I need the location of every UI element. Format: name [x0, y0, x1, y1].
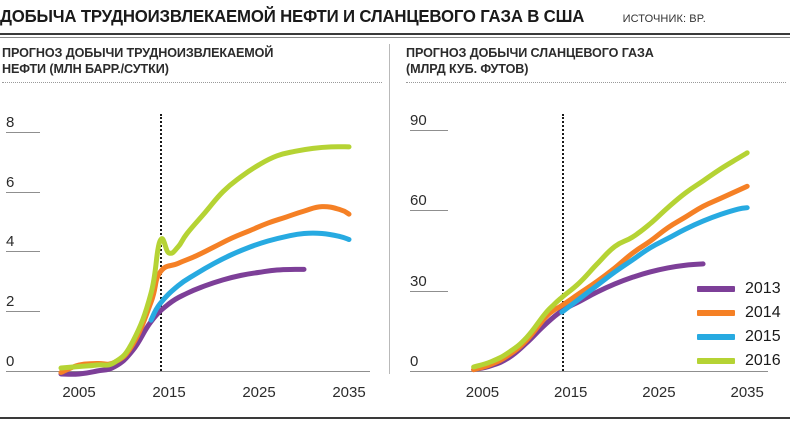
- series-line-2016: [58, 144, 352, 371]
- footer-rule: [0, 417, 790, 419]
- y-axis-label: 4: [6, 233, 15, 251]
- panel-gas-dotted-rule: [406, 82, 786, 84]
- y-axis-tick: [410, 130, 448, 132]
- x-axis-baseline: [6, 371, 370, 372]
- panel-divider: [389, 44, 390, 374]
- y-axis-label: 6: [6, 173, 15, 191]
- page-title: ДОБЫЧА ТРУДНОИЗВЛЕКАЕМОЙ НЕФТИ И СЛАНЦЕВ…: [0, 6, 585, 26]
- legend-item-2015[interactable]: 2015: [697, 325, 787, 349]
- header-rule-thick: [0, 33, 790, 35]
- legend-item-2013[interactable]: 2013: [697, 277, 787, 301]
- series-line-2013: [58, 266, 307, 377]
- legend-item-label: 2015: [745, 328, 781, 345]
- legend-item-label: 2013: [745, 280, 781, 297]
- panel-gas-title: ПРОГНОЗ ДОБЫЧИ СЛАНЦЕВОГО ГАЗА (МЛРД КУБ…: [406, 46, 654, 77]
- y-axis-tick: [6, 191, 40, 193]
- x-axis-label: 2015: [554, 384, 588, 401]
- legend-swatch-icon: [697, 286, 735, 292]
- chart-oil: 0 2 4 6 8 2005 2015 2025 2035: [0, 42, 388, 412]
- legend-item-label: 2016: [745, 352, 781, 369]
- legend-item-label: 2014: [745, 304, 781, 321]
- panel-oil-dotted-rule: [2, 82, 382, 84]
- y-axis-tick: [6, 311, 40, 313]
- series-canvas: [58, 144, 352, 377]
- y-axis-tick: [410, 290, 448, 292]
- header: ДОБЫЧА ТРУДНОИЗВЛЕКАЕМОЙ НЕФТИ И СЛАНЦЕВ…: [0, 6, 790, 32]
- panel-oil-title: ПРОГНОЗ ДОБЫЧИ ТРУДНОИЗВЛЕКАЕМОЙ НЕФТИ (…: [2, 46, 274, 77]
- series-line-2015: [559, 205, 750, 315]
- x-axis-label: 2005: [465, 384, 500, 401]
- series-line-2016: [471, 150, 750, 370]
- chart-gas: 0 30 60 90 2005 2015 2025 2035: [398, 42, 790, 412]
- x-axis-label: 2035: [332, 384, 366, 401]
- y-axis-label: 2: [6, 293, 15, 311]
- y-axis-label: 0: [6, 353, 15, 370]
- x-axis-label: 2025: [642, 384, 676, 401]
- y-axis-tick: [410, 210, 448, 212]
- x-axis-label: 2005: [62, 384, 96, 401]
- x-axis-label: 2035: [730, 384, 764, 401]
- panel-gas: ПРОГНОЗ ДОБЫЧИ СЛАНЦЕВОГО ГАЗА (МЛРД КУБ…: [398, 42, 790, 412]
- legend-swatch-icon: [697, 334, 735, 340]
- y-axis-label: 8: [6, 113, 15, 131]
- legend-swatch-icon: [697, 358, 735, 364]
- legend: 2013 2014 2015 2016: [697, 277, 787, 373]
- y-axis-label: 30: [410, 272, 427, 290]
- series-canvas: [471, 150, 750, 373]
- legend-item-2014[interactable]: 2014: [697, 301, 787, 325]
- y-axis-tick: [6, 131, 40, 133]
- x-axis-label: 2015: [152, 384, 186, 401]
- panel-oil: ПРОГНОЗ ДОБЫЧИ ТРУДНОИЗВЛЕКАЕМОЙ НЕФТИ (…: [0, 42, 388, 412]
- x-axis-label: 2025: [242, 384, 276, 401]
- series-line-2015: [148, 230, 352, 323]
- y-axis-label: 0: [410, 353, 419, 370]
- legend-swatch-icon: [697, 310, 735, 316]
- forecast-divider-line: [561, 114, 564, 371]
- legend-item-2016[interactable]: 2016: [697, 349, 787, 373]
- source-credit: ИСТОЧНИК: BP.: [622, 13, 706, 25]
- y-axis-tick: [6, 251, 40, 253]
- y-axis-label: 60: [410, 192, 427, 210]
- x-axis-baseline: [410, 371, 768, 372]
- y-axis-label: 90: [410, 112, 427, 130]
- header-rule-thin: [0, 37, 790, 38]
